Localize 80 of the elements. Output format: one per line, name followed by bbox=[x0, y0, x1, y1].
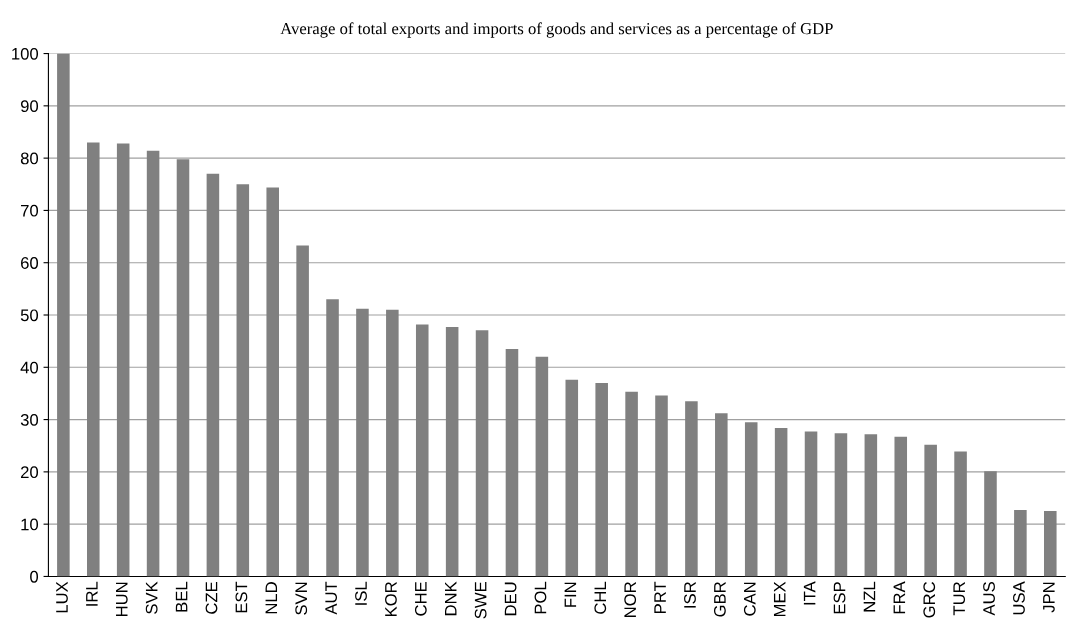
x-tick-label: SWE bbox=[474, 582, 487, 619]
x-tick-label: ESP bbox=[833, 582, 846, 614]
x-tick-label: IRL bbox=[86, 581, 98, 606]
y-tick-label: 70 bbox=[21, 204, 39, 217]
chart-title: Average of total exports and imports of goods and services as a percentage of GDP bbox=[280, 22, 833, 38]
bar bbox=[206, 173, 220, 577]
x-tick-label: CAN bbox=[743, 582, 756, 616]
x-tick-label: HUN bbox=[116, 582, 128, 617]
x-tick-label: ITA bbox=[803, 581, 816, 605]
bar bbox=[445, 327, 459, 577]
bar bbox=[774, 427, 788, 577]
y-tick-label: 30 bbox=[20, 413, 39, 426]
x-tick-label: AUT bbox=[325, 581, 338, 615]
bar bbox=[475, 330, 489, 577]
bar bbox=[176, 159, 190, 577]
y-tick-label: 50 bbox=[20, 309, 39, 322]
x-tick-label: GBR bbox=[713, 582, 726, 617]
bar bbox=[146, 150, 160, 577]
bar bbox=[87, 142, 100, 577]
x-tick-label: KOR bbox=[385, 582, 397, 617]
bar bbox=[505, 348, 519, 577]
bar bbox=[415, 324, 429, 577]
bar bbox=[386, 309, 399, 577]
x-tick-label: USA bbox=[1013, 581, 1025, 615]
x-tick-label: SVN bbox=[295, 582, 308, 615]
x-tick-label: FIN bbox=[564, 582, 577, 607]
bar bbox=[804, 431, 818, 577]
y-tick-label: 10 bbox=[21, 518, 39, 531]
bar bbox=[326, 299, 339, 577]
x-tick-label: PRT bbox=[654, 581, 666, 613]
bar bbox=[595, 382, 608, 577]
x-tick-label: JPN bbox=[1043, 582, 1055, 613]
bar bbox=[1044, 511, 1057, 577]
bar bbox=[924, 444, 937, 577]
y-tick-label: 90 bbox=[20, 100, 39, 113]
x-tick-label: NZL bbox=[863, 581, 876, 612]
bar bbox=[565, 379, 579, 577]
x-tick-label: ISL bbox=[355, 581, 367, 605]
bar bbox=[625, 391, 638, 577]
bar bbox=[685, 401, 698, 577]
bar bbox=[116, 143, 130, 577]
y-tick-label: 100 bbox=[12, 47, 39, 60]
y-tick-label: 0 bbox=[30, 570, 39, 583]
x-tick-label: DEU bbox=[504, 582, 517, 616]
x-tick-label: CZE bbox=[205, 582, 218, 614]
y-tick-label: 60 bbox=[21, 257, 39, 269]
x-tick-label: DNK bbox=[445, 581, 457, 616]
bar bbox=[236, 184, 250, 577]
bar bbox=[535, 356, 549, 577]
x-tick-label: LUX bbox=[56, 581, 68, 613]
x-tick-label: NOR bbox=[624, 582, 637, 617]
x-tick-label: FRA bbox=[893, 581, 906, 614]
bar bbox=[864, 434, 878, 577]
x-tick-label: ISR bbox=[684, 582, 696, 608]
x-tick-label: AUS bbox=[983, 582, 995, 616]
bar bbox=[715, 413, 728, 577]
bar bbox=[984, 471, 997, 577]
y-tick-label: 20 bbox=[21, 466, 39, 479]
bar bbox=[57, 53, 70, 577]
bar bbox=[1014, 510, 1027, 577]
x-tick-label: TUR bbox=[953, 582, 966, 616]
bar bbox=[954, 451, 967, 577]
x-tick-label: NLD bbox=[265, 582, 278, 614]
bar bbox=[834, 433, 848, 577]
bar bbox=[744, 422, 758, 577]
bar bbox=[356, 308, 369, 577]
x-tick-label: EST bbox=[235, 581, 248, 613]
bar bbox=[655, 395, 668, 577]
x-tick-label: MEX bbox=[773, 581, 786, 617]
bar bbox=[296, 245, 309, 577]
bar bbox=[266, 187, 279, 577]
x-tick-label: CHL bbox=[594, 581, 607, 614]
x-tick-label: BEL bbox=[175, 581, 188, 612]
x-tick-label: GRC bbox=[923, 581, 936, 618]
y-tick-label: 40 bbox=[20, 361, 39, 374]
bar bbox=[894, 436, 908, 577]
y-tick-label: 80 bbox=[20, 152, 39, 165]
x-tick-label: POL bbox=[534, 581, 547, 614]
x-tick-label: CHE bbox=[414, 582, 427, 616]
x-tick-label: SVK bbox=[145, 581, 158, 614]
